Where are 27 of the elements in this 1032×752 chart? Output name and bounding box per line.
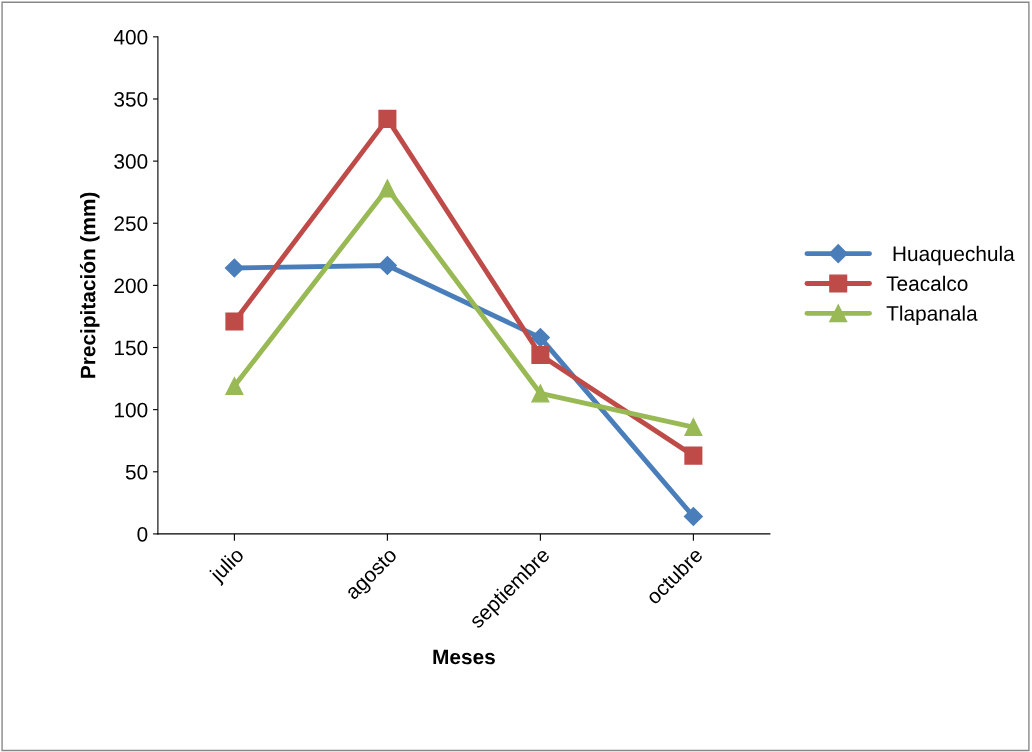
point <box>225 312 244 331</box>
point <box>224 258 244 278</box>
point <box>684 446 703 465</box>
y-tick-label: 350 <box>114 91 148 107</box>
point <box>530 328 550 348</box>
point <box>531 384 550 403</box>
legend-label: Teacalco <box>886 275 968 291</box>
point <box>684 418 703 437</box>
point <box>378 109 397 128</box>
y-tick-label: 250 <box>114 216 148 231</box>
legend-label: Tlapanala <box>886 305 978 325</box>
y-axis-title: Precipitación (mm) <box>79 192 100 378</box>
point <box>377 255 397 276</box>
point <box>531 345 550 365</box>
y-tick-label: 400 <box>113 29 148 45</box>
y-tick-label: 50 <box>125 464 148 480</box>
point <box>378 179 397 198</box>
point <box>225 377 244 396</box>
y-tick-label: 0 <box>137 526 148 542</box>
y-tick-label: 100 <box>115 402 148 418</box>
x-tick-label: julio <box>207 546 248 587</box>
legend-label: Huaquechula <box>893 245 1015 266</box>
x-axis-title: Meses <box>433 649 495 665</box>
y-tick-label: 200 <box>114 278 148 294</box>
point <box>683 506 703 527</box>
y-tick-label: 300 <box>114 154 148 169</box>
y-tick-label: 150 <box>115 340 148 356</box>
